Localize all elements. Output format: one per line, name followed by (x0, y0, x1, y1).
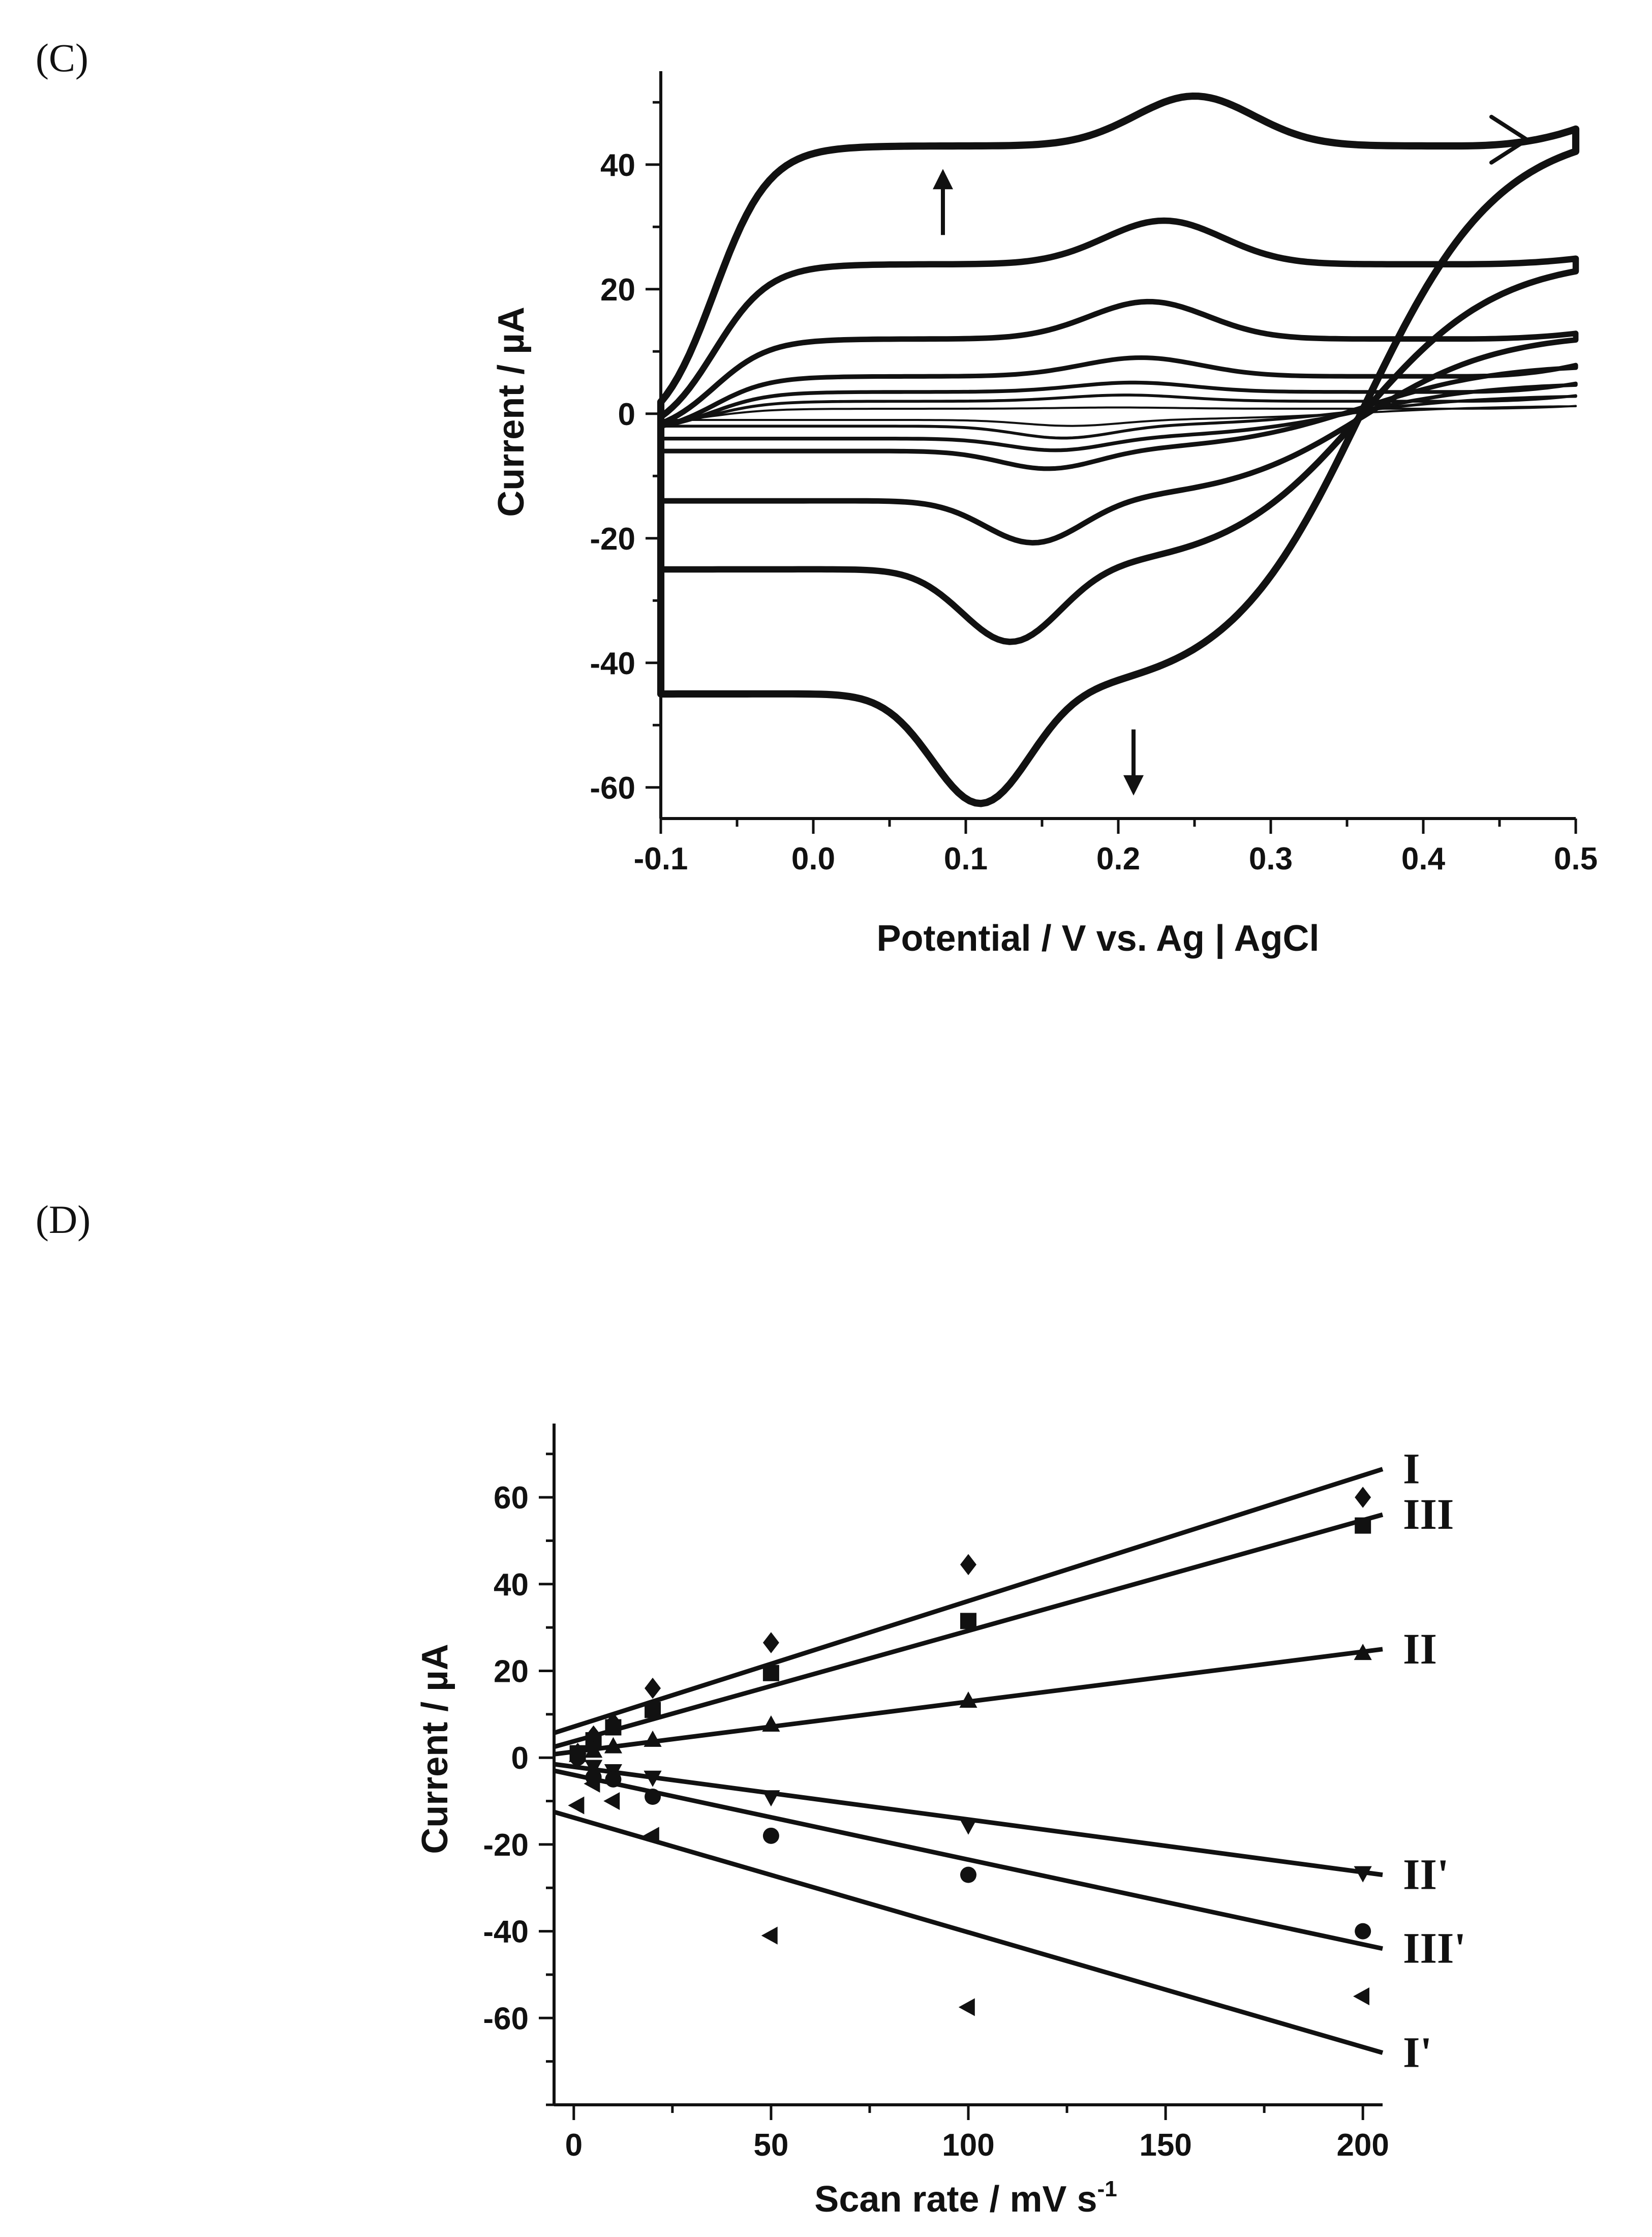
arrow-head (933, 169, 953, 190)
panel-d-x-tick-label: 100 (942, 2128, 994, 2163)
cv-curve (658, 298, 1579, 546)
panel-d-y-tick-label: 0 (511, 1741, 529, 1776)
data-point-triangle-down (585, 1760, 603, 1776)
cv-curve (660, 405, 1577, 427)
data-point-triangle-up (604, 1737, 623, 1754)
data-point-circle (762, 1827, 779, 1844)
panel-c-label: (C) (36, 36, 88, 80)
data-point-triangle-left (603, 1792, 620, 1810)
panel-c-y-tick-label: -20 (590, 522, 635, 557)
panel-c: (C) -0.1 0.0 0.1 0.2 0.3 0.4 0.5 40 20 0 -20 -40 -60… (36, 36, 1598, 959)
series-label: II (1403, 1624, 1437, 1673)
panel-d-x-tick-label: 200 (1336, 2128, 1389, 2163)
data-point-circle (569, 1749, 586, 1766)
panel-c-annotations (933, 114, 1529, 796)
panel-d-x-tick-label: 150 (1139, 2128, 1191, 2163)
data-point-circle (605, 1771, 622, 1788)
data-point-triangle-down (959, 1818, 977, 1835)
data-point-square (1355, 1517, 1371, 1534)
data-point-circle (960, 1866, 976, 1883)
series-label: I (1403, 1444, 1420, 1493)
panel-d-y-tick-label: -40 (483, 1915, 529, 1950)
cv-curves (657, 93, 1580, 807)
panel-d-y-tick-label: -60 (483, 2001, 529, 2036)
scan-direction-chevron (1489, 114, 1529, 165)
data-point-circle (1355, 1923, 1371, 1940)
panel-c-x-tick-label: 0.0 (791, 841, 835, 876)
data-point-triangle-left (761, 1926, 778, 1945)
data-point-diamond (960, 1554, 976, 1576)
data-point-triangle-up (644, 1730, 662, 1747)
panel-d-x-tick-label: 0 (565, 2128, 583, 2163)
data-point-diamond (762, 1632, 779, 1653)
data-point-triangle-down (1354, 1866, 1372, 1883)
cv-curve (659, 394, 1577, 440)
fit-line (553, 1512, 1384, 1749)
data-point-triangle-left (584, 1774, 600, 1793)
series-label: III (1403, 1490, 1454, 1538)
panel-c-x-tick-label: 0.3 (1249, 841, 1293, 876)
panel-c-x-tick-label: -0.1 (634, 841, 688, 876)
panel-c-y-tick-label: 20 (600, 273, 635, 308)
data-point-triangle-up (959, 1691, 977, 1708)
data-point-circle (645, 1789, 661, 1805)
data-point-square (585, 1732, 602, 1749)
data-point-diamond (645, 1677, 661, 1699)
data-point-triangle-left (1353, 1987, 1369, 2006)
arrow-head (1123, 775, 1144, 796)
panel-c-y-tick-label: -60 (590, 771, 635, 806)
cv-curve (657, 217, 1579, 645)
fit-line (553, 1467, 1384, 1735)
data-point-triangle-up (762, 1715, 780, 1732)
panel-c-y-tick-label: 0 (618, 397, 635, 432)
data-point-triangle-left (643, 1827, 659, 1845)
data-point-triangle-down (762, 1790, 780, 1807)
panel-c-x-tick-label: 0.2 (1096, 841, 1140, 876)
panel-c-y-tick-label: -40 (590, 646, 635, 681)
down-arrow-icon (1123, 729, 1144, 796)
data-point-triangle-left (568, 1796, 585, 1815)
data-point-square (645, 1702, 661, 1718)
fit-line (553, 1809, 1384, 2055)
panel-d-x-axis-title: Scan rate / mV s-1 (814, 2176, 1117, 2220)
panel-d-y-tick-label: 40 (494, 1567, 529, 1603)
data-markers (568, 1487, 1372, 2016)
panel-d-label: (D) (36, 1197, 90, 1242)
fit-line (554, 1768, 1383, 1951)
cv-curve (658, 355, 1578, 471)
data-point-triangle-left (958, 1998, 975, 2016)
panel-c-x-tick-label: 0.5 (1554, 841, 1598, 876)
series-label: I' (1403, 2028, 1432, 2077)
data-point-triangle-down (644, 1770, 662, 1787)
series-label: II' (1403, 1850, 1449, 1899)
panel-d-y-tick-label: -20 (483, 1828, 529, 1863)
panel-c-y-tick-label: 40 (600, 148, 635, 183)
series-label: III' (1403, 1924, 1466, 1973)
panel-c-axes: -0.1 0.0 0.1 0.2 0.3 0.4 0.5 40 20 0 -20 -40 -60 (590, 71, 1598, 876)
panel-d-x-tick-label: 50 (753, 2128, 788, 2163)
data-point-square (762, 1665, 779, 1681)
data-point-triangle-up (585, 1741, 603, 1758)
panel-d-y-axis-title: Current / µA (415, 1644, 455, 1854)
data-point-square (960, 1613, 976, 1629)
up-arrow-icon (933, 169, 953, 235)
panel-c-y-axis-title: Current / µA (491, 307, 532, 517)
data-point-square (605, 1719, 622, 1736)
cv-curve (657, 93, 1580, 807)
data-point-diamond (1355, 1487, 1371, 1508)
panel-c-x-tick-label: 0.1 (944, 841, 988, 876)
panel-d-y-tick-label: 60 (494, 1480, 529, 1516)
cv-curve (659, 380, 1578, 452)
data-point-triangle-up (1354, 1644, 1372, 1660)
panel-c-x-axis-title: Potential / V vs. Ag | AgCl (877, 918, 1320, 959)
panel-c-x-tick-label: 0.4 (1401, 841, 1446, 876)
panel-d-y-tick-label: 20 (494, 1654, 529, 1689)
